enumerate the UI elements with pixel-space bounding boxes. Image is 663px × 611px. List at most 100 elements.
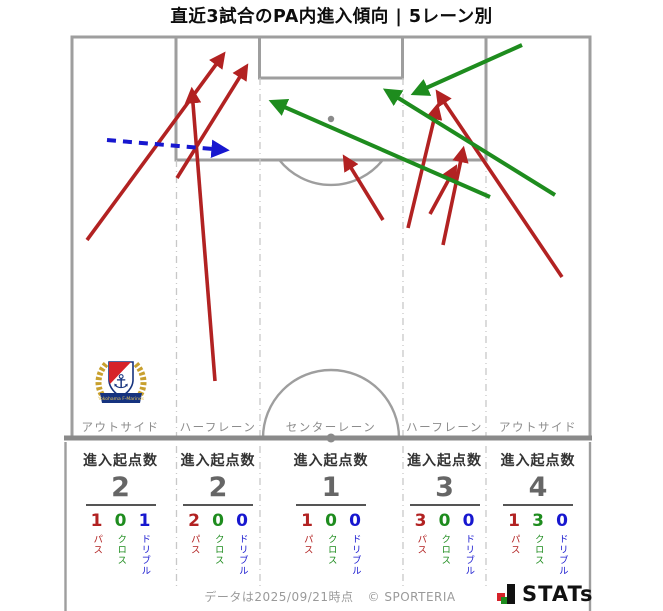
cross-label: クロス: [115, 533, 127, 566]
entry-arrow-dribble: [106, 138, 230, 159]
stat-breakdown: 1 パス 3 クロス 0 ドリブル: [483, 512, 593, 576]
stats-logo: STATs: [496, 583, 593, 605]
penalty-spot: [327, 115, 335, 123]
entry-arrow-pass: [85, 51, 226, 242]
stat-header: 進入起点数: [407, 453, 482, 469]
crest-banner: [100, 393, 142, 403]
dribble-label: ドリブル: [139, 533, 151, 576]
pass-count: 1: [508, 511, 520, 532]
lane-label: アウトサイド: [82, 420, 160, 434]
pass-count: 1: [90, 511, 103, 532]
pass-label: パス: [188, 533, 200, 555]
stat-breakdown: 2 パス 0 クロス 0 ドリブル: [163, 512, 273, 576]
cross-label: クロス: [532, 533, 544, 566]
center-circle: [261, 368, 401, 439]
footer-note: データは2025/09/21時点 © SPORTERIA: [165, 588, 495, 605]
entry-arrow-pass: [441, 145, 469, 246]
metric-pass: 3 パス: [412, 512, 430, 576]
stats-logo-text: STATs: [522, 582, 594, 606]
pass-label: パス: [91, 533, 103, 555]
lane-stats-half-left: 進入起点数 2 2 パス 0 クロス 0 ドリブル: [163, 450, 273, 576]
pass-label: パス: [301, 533, 313, 555]
pass-label: パス: [508, 533, 520, 555]
stat-header: 進入起点数: [500, 453, 576, 469]
lane-stats-outside-left: 進入起点数 2 1 パス 0 クロス 1 ドリブル: [66, 450, 176, 576]
entry-arrow-pass: [184, 86, 217, 382]
cross-label: クロス: [325, 533, 337, 566]
pass-count: 1: [301, 511, 313, 532]
team-crest-logo: ⚓ Yokohama F-Marinos: [95, 361, 147, 403]
stat-breakdown: 1 パス 0 クロス 0 ドリブル: [276, 512, 386, 576]
stat-header: 進入起点数: [293, 453, 369, 469]
entry-arrow-pass: [342, 154, 385, 221]
stat-underline: [296, 504, 366, 507]
entry-arrows-layer: [85, 43, 564, 382]
metric-dribble: 1 ドリブル: [136, 512, 154, 576]
cross-count: 3: [532, 511, 544, 532]
dribble-label: ドリブル: [556, 533, 568, 576]
dribble-label: ドリブル: [236, 533, 248, 576]
stat-header: 進入起点数: [180, 453, 256, 469]
entry-arrow-cross: [382, 88, 557, 197]
dribble-count: 0: [349, 511, 361, 532]
entry-arrow-pass: [435, 89, 564, 279]
metric-cross: 3 クロス: [529, 512, 547, 576]
cross-count: 0: [438, 511, 451, 532]
pass-count: 2: [188, 511, 200, 532]
metric-dribble: 0 ドリブル: [346, 512, 364, 576]
data-as-of: データは2025/09/21時点: [204, 590, 354, 604]
metric-dribble: 0 ドリブル: [460, 512, 478, 576]
crest-red-field: [109, 362, 131, 384]
origin-count: 3: [435, 472, 454, 503]
cross-label: クロス: [212, 533, 224, 566]
stat-underline: [85, 504, 156, 507]
pass-label: パス: [415, 533, 427, 555]
metric-cross: 0 クロス: [209, 512, 227, 576]
dribble-count: 1: [138, 511, 151, 532]
copyright: © SPORTERIA: [367, 590, 456, 604]
lane-label: アウトサイド: [499, 420, 577, 434]
lane-stats-center: 進入起点数 1 1 パス 0 クロス 0 ドリブル: [276, 450, 386, 576]
cross-count: 0: [212, 511, 224, 532]
lane-label: センターレーン: [286, 420, 376, 434]
origin-count: 1: [321, 472, 341, 503]
chart-title: 直近3試合のPA内進入傾向 | 5レーン別: [170, 7, 493, 27]
dribble-count: 0: [556, 511, 568, 532]
stat-breakdown: 3 パス 0 クロス 0 ドリブル: [390, 512, 500, 576]
penalty-arc: [278, 159, 384, 187]
stat-underline: [503, 504, 573, 507]
stat-underline: [409, 504, 480, 507]
metric-cross: 0 クロス: [322, 512, 340, 576]
dribble-count: 0: [462, 511, 475, 532]
metric-dribble: 0 ドリブル: [553, 512, 571, 576]
dribble-count: 0: [236, 511, 248, 532]
lane-label: ハーフレーン: [406, 420, 483, 434]
metric-pass: 2 パス: [185, 512, 203, 576]
metric-cross: 0 クロス: [436, 512, 454, 576]
dribble-label: ドリブル: [349, 533, 361, 576]
stats-logo-icon: [497, 584, 515, 604]
origin-count: 4: [528, 472, 548, 503]
stat-underline: [183, 504, 253, 507]
metric-pass: 1 パス: [88, 512, 106, 576]
metric-dribble: 0 ドリブル: [233, 512, 251, 576]
cross-count: 0: [325, 511, 337, 532]
lane-label: ハーフレーン: [180, 420, 257, 434]
pitch-outline: [70, 35, 592, 440]
origin-count: 2: [208, 472, 228, 503]
stat-breakdown: 1 パス 0 クロス 1 ドリブル: [66, 512, 176, 576]
dribble-label: ドリブル: [463, 533, 475, 576]
metric-cross: 0 クロス: [112, 512, 130, 576]
cross-label: クロス: [439, 533, 451, 566]
entry-arrow-cross: [268, 99, 491, 199]
entry-arrow-cross: [410, 43, 523, 96]
goal-area: [258, 35, 404, 80]
cross-count: 0: [114, 511, 127, 532]
entry-arrow-pass: [428, 164, 458, 215]
lane-stats-half-right: 進入起点数 3 3 パス 0 クロス 0 ドリブル: [390, 450, 500, 576]
entry-arrow-pass: [175, 63, 249, 179]
stat-header: 進入起点数: [83, 453, 158, 469]
anchor-icon: ⚓: [112, 371, 129, 393]
